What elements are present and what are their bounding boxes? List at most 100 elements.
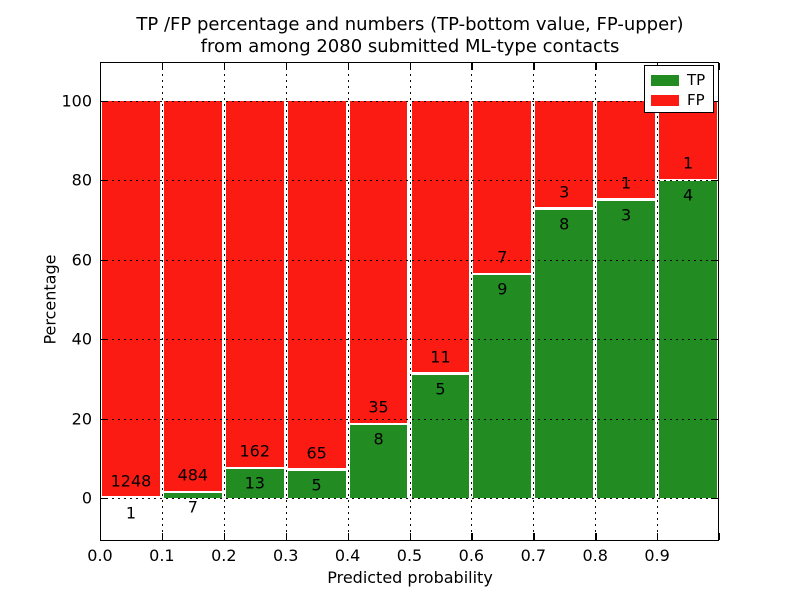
fp-count-label: 7 bbox=[497, 247, 508, 267]
x-gridline bbox=[161, 62, 163, 541]
tp-bar-segment bbox=[287, 470, 346, 498]
tp-count-label: 13 bbox=[244, 473, 265, 493]
x-tick-label: 0.7 bbox=[520, 546, 547, 565]
y-tick-mark-right bbox=[711, 498, 718, 500]
fp-bar-segment bbox=[163, 100, 222, 491]
x-gridline bbox=[595, 62, 597, 541]
x-tick-label: 0.6 bbox=[458, 546, 485, 565]
x-gridline bbox=[471, 62, 473, 541]
tp-count-label: 8 bbox=[559, 214, 570, 234]
x-tick-label: 0.1 bbox=[149, 546, 175, 565]
fp-legend-label: FP bbox=[687, 90, 705, 109]
x-tick-mark bbox=[719, 533, 721, 540]
y-tick-label: 80 bbox=[71, 170, 92, 190]
x-tick-mark-top bbox=[347, 63, 349, 70]
tp-count-label: 4 bbox=[682, 185, 694, 205]
y-tick-label: 60 bbox=[71, 250, 92, 269]
y-tick-mark bbox=[101, 339, 108, 341]
x-tick-label: 0.9 bbox=[644, 546, 670, 565]
fp-count-label: 11 bbox=[430, 347, 451, 367]
fp-bar-segment bbox=[411, 100, 470, 373]
fp-bar-segment bbox=[473, 100, 532, 273]
fp-bar-segment bbox=[102, 100, 160, 497]
x-tick-mark bbox=[285, 533, 288, 540]
tp-bar-segment bbox=[225, 469, 284, 498]
y-tick-mark-right bbox=[711, 418, 718, 420]
tp-bar-segment bbox=[411, 374, 470, 498]
fp-bar-segment bbox=[659, 100, 717, 179]
x-tick-mark-top bbox=[533, 63, 535, 70]
x-tick-mark bbox=[100, 533, 102, 540]
y-tick-mark bbox=[101, 100, 108, 102]
x-gridline bbox=[223, 62, 225, 541]
x-gridline bbox=[409, 62, 411, 541]
tp-count-label: 1 bbox=[125, 503, 137, 523]
x-tick-mark bbox=[347, 533, 349, 540]
x-gridline bbox=[657, 62, 659, 541]
tp-count-label: 9 bbox=[497, 279, 508, 299]
tp-bar-segment bbox=[473, 275, 532, 498]
x-tick-mark bbox=[471, 533, 473, 540]
fp-count-label: 484 bbox=[177, 465, 209, 485]
tp-legend-label: TP bbox=[687, 70, 706, 89]
fp-count-label: 35 bbox=[368, 397, 389, 417]
y-tick-mark bbox=[101, 259, 108, 261]
y-tick-label: 100 bbox=[61, 91, 92, 110]
y-tick-label: 40 bbox=[71, 329, 92, 349]
y-tick-label: 20 bbox=[71, 409, 92, 428]
x-gridline bbox=[347, 62, 349, 541]
x-tick-mark bbox=[223, 533, 226, 540]
y-tick-mark-right bbox=[711, 180, 718, 182]
tp-bar-segment bbox=[163, 493, 222, 498]
x-tick-mark-top bbox=[595, 63, 597, 70]
y-axis-label: Percentage bbox=[40, 254, 60, 345]
tp-bar-segment bbox=[535, 209, 594, 498]
y-tick-mark-right bbox=[711, 339, 718, 341]
x-tick-label: 0.4 bbox=[334, 546, 361, 565]
x-tick-mark bbox=[161, 533, 164, 540]
legend: TP FP bbox=[644, 65, 714, 113]
x-tick-label: 0.5 bbox=[396, 546, 423, 565]
tp-count-label: 8 bbox=[373, 429, 384, 449]
tp-count-label: 5 bbox=[435, 379, 446, 399]
fp-bar-segment bbox=[349, 100, 408, 423]
x-tick-mark-top bbox=[409, 63, 411, 70]
fp-count-label: 1 bbox=[621, 173, 632, 193]
x-tick-mark bbox=[533, 533, 535, 540]
fp-bar-segment bbox=[287, 100, 346, 469]
x-tick-mark-top bbox=[719, 63, 721, 70]
tp-bar-segment bbox=[597, 200, 656, 498]
fp-bar-segment bbox=[535, 100, 594, 208]
y-tick-mark-right bbox=[711, 259, 718, 261]
y-tick-mark bbox=[101, 418, 108, 420]
fp-legend-swatch bbox=[651, 94, 679, 106]
x-tick-mark-top bbox=[285, 63, 288, 70]
x-tick-mark-top bbox=[100, 63, 102, 70]
y-tick-mark bbox=[101, 180, 108, 182]
x-tick-label: 0.0 bbox=[87, 546, 113, 565]
x-tick-mark-top bbox=[161, 63, 164, 70]
chart-title-line1: TP /FP percentage and numbers (TP-bottom… bbox=[136, 14, 684, 35]
x-tick-label: 0.8 bbox=[582, 546, 608, 565]
x-axis-label: Predicted probability bbox=[327, 568, 493, 587]
x-tick-label: 0.3 bbox=[272, 546, 299, 565]
fp-count-label: 3 bbox=[559, 182, 570, 202]
x-gridline bbox=[533, 62, 535, 541]
tp-legend-swatch bbox=[651, 74, 679, 86]
x-gridline bbox=[285, 62, 287, 541]
x-tick-mark bbox=[409, 533, 411, 540]
fp-count-label: 162 bbox=[239, 441, 271, 461]
x-tick-mark-top bbox=[223, 63, 226, 70]
tp-count-label: 3 bbox=[621, 205, 632, 225]
y-tick-mark-right bbox=[711, 100, 718, 102]
tp-bar-segment bbox=[349, 425, 408, 498]
x-tick-mark-top bbox=[471, 63, 473, 70]
fp-bar-segment bbox=[597, 100, 656, 199]
x-tick-mark bbox=[657, 533, 659, 540]
fp-count-label: 1248 bbox=[110, 471, 152, 491]
x-tick-label: 0.2 bbox=[211, 546, 237, 565]
fp-bar-segment bbox=[225, 100, 284, 467]
fp-count-label: 65 bbox=[306, 443, 327, 463]
y-tick-mark bbox=[101, 498, 108, 500]
